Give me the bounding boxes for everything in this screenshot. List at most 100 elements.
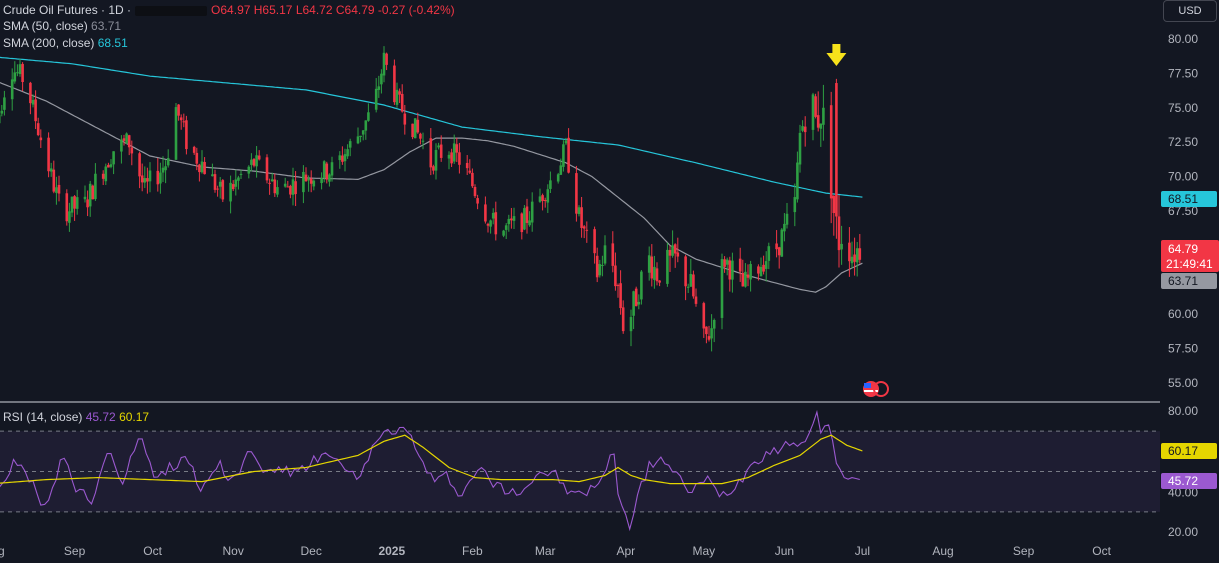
candle-body xyxy=(374,88,378,110)
sma200-value: 68.51 xyxy=(97,36,128,50)
time-tick-label: 2025 xyxy=(378,544,405,558)
price-tick-label: 57.50 xyxy=(1168,342,1198,356)
badge-rsi-text: 45.72 xyxy=(1168,474,1198,488)
candle-body xyxy=(486,223,490,226)
candle-body xyxy=(520,213,524,233)
candle-body xyxy=(341,155,344,162)
candle-body xyxy=(650,256,654,279)
candle-body xyxy=(465,162,469,169)
candle-body xyxy=(18,64,22,75)
candle-body xyxy=(356,136,360,144)
candle-body xyxy=(562,144,565,167)
candle-body xyxy=(616,285,620,287)
rsi-ma-line xyxy=(0,434,863,485)
candle-body xyxy=(0,114,1,124)
candle-body xyxy=(88,183,92,207)
candle-body xyxy=(798,132,802,165)
candle-body xyxy=(816,115,820,128)
candle-body xyxy=(148,170,152,182)
candle-body xyxy=(52,169,56,192)
candle-body xyxy=(822,107,825,125)
candle-body xyxy=(112,151,115,165)
sma200-path xyxy=(0,56,863,198)
candle-body xyxy=(528,220,531,226)
candle-body xyxy=(367,112,370,121)
candle-body xyxy=(564,140,568,144)
candle-body xyxy=(512,216,516,221)
candle-body xyxy=(273,179,277,194)
candle-body xyxy=(143,178,147,183)
rsi-legend[interactable]: RSI (14, close) 45.72 60.17 xyxy=(3,410,149,424)
candle-body xyxy=(541,195,544,201)
symbol-name[interactable]: Crude Oil Futures · 1D · xyxy=(3,3,132,17)
sma200-legend[interactable]: SMA (200, close) 68.51 xyxy=(3,36,128,50)
candle-body xyxy=(832,195,836,214)
candle-body xyxy=(710,328,713,339)
candle-body xyxy=(34,99,37,122)
candle-body xyxy=(348,141,352,148)
candle-body xyxy=(814,96,817,117)
candle-body xyxy=(0,110,4,114)
time-tick-label: Aug xyxy=(932,544,953,558)
candle-body xyxy=(57,184,61,194)
candle-body xyxy=(68,211,71,223)
candle-body xyxy=(595,255,599,278)
candle-body xyxy=(177,104,180,116)
rsi-ma-value: 60.17 xyxy=(119,410,150,424)
candle-body xyxy=(671,245,674,256)
candle-body xyxy=(611,243,615,266)
candle-body xyxy=(577,207,581,215)
candle-body xyxy=(265,157,269,181)
candle-body xyxy=(567,137,570,173)
candle-body xyxy=(309,178,313,184)
candle-body xyxy=(398,91,401,95)
candle-body xyxy=(75,197,79,209)
rsi-line xyxy=(0,409,860,532)
candle-body xyxy=(361,130,365,135)
candle-body xyxy=(416,119,420,133)
candle-body xyxy=(221,180,225,200)
time-tick-label: Oct xyxy=(143,544,162,558)
candle-body xyxy=(676,252,680,257)
candle-body xyxy=(556,174,560,182)
candle-body xyxy=(746,274,750,278)
badge-rsi: 45.72 xyxy=(1161,473,1217,489)
candle-body xyxy=(166,158,170,166)
price-tick-label: 67.50 xyxy=(1168,204,1198,218)
sma200-label: SMA (200, close) xyxy=(3,36,95,50)
event-icon[interactable] xyxy=(873,381,889,397)
candle-body xyxy=(494,212,498,235)
flag-icons[interactable] xyxy=(863,381,889,397)
candle-body xyxy=(801,126,804,131)
candle-body xyxy=(195,152,199,164)
price-tick-label: 72.50 xyxy=(1168,135,1198,149)
candle-body xyxy=(294,181,297,195)
symbol-legend[interactable]: Crude Oil Futures · 1D · O64.97 H65.17 L6… xyxy=(3,3,455,17)
sma50-legend[interactable]: SMA (50, close) 63.71 xyxy=(3,19,121,33)
candle-body xyxy=(250,159,253,165)
candle-body xyxy=(549,180,552,189)
candle-body xyxy=(130,147,134,154)
candle-body xyxy=(127,135,131,148)
candle-body xyxy=(237,177,240,181)
price-tick-label: 75.00 xyxy=(1168,101,1198,115)
candle-body xyxy=(764,261,768,269)
candle-body xyxy=(702,303,706,329)
price-tick-label: 55.00 xyxy=(1168,376,1198,390)
candle-body xyxy=(70,196,74,213)
candle-body xyxy=(668,250,672,256)
candle-body xyxy=(777,247,781,256)
candle-body xyxy=(385,53,388,65)
candle-body xyxy=(174,107,178,160)
candle-body xyxy=(692,274,695,297)
candle-body xyxy=(523,208,526,230)
candle-body xyxy=(3,97,6,110)
candle-body xyxy=(203,162,206,175)
candle-body xyxy=(450,152,453,164)
candle-body xyxy=(749,264,752,280)
candle-body xyxy=(580,207,583,228)
badge-sma50-text: 63.71 xyxy=(1168,274,1198,288)
time-tick-label: Feb xyxy=(462,544,483,558)
currency-button[interactable]: USD xyxy=(1163,0,1217,22)
